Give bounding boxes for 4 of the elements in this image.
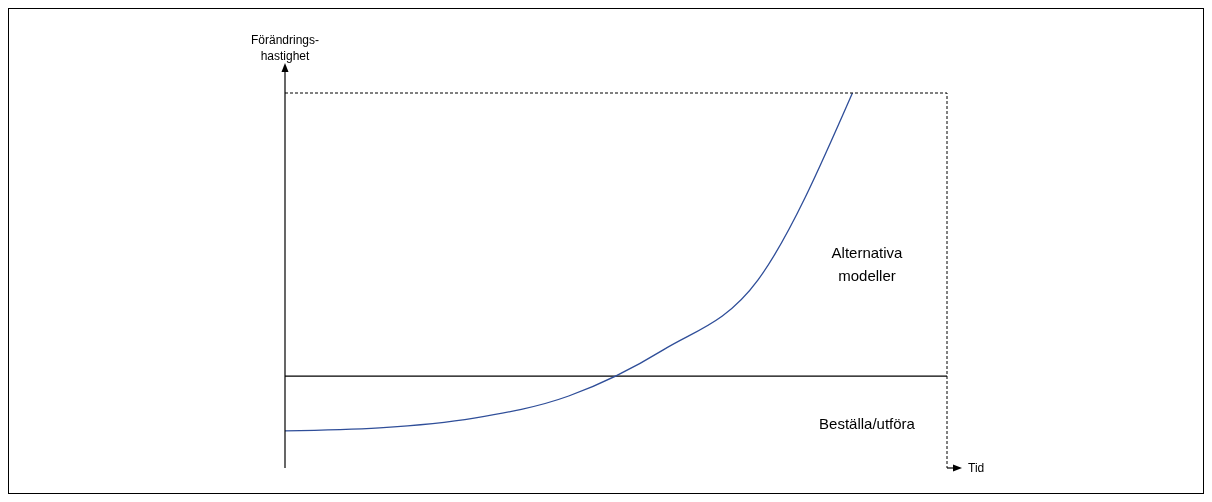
annotation: Alternativa modeller [831, 244, 904, 284]
x-axis-title: Tid [968, 461, 985, 475]
annotation: Beställa/utföra [819, 415, 916, 432]
y-axis-title: Förändrings-hastighet [250, 33, 320, 63]
